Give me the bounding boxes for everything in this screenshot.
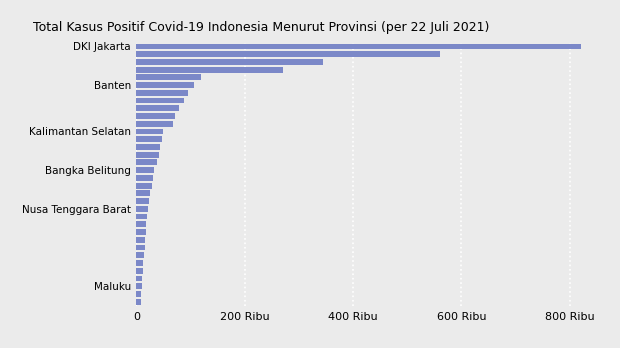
Bar — [136, 67, 283, 72]
Bar — [136, 198, 149, 204]
Bar — [136, 175, 153, 181]
Bar — [136, 283, 142, 289]
Bar — [136, 121, 173, 127]
Bar — [136, 152, 159, 158]
Bar — [136, 51, 440, 57]
Bar — [136, 229, 146, 235]
Text: Total Kasus Positif Covid-19 Indonesia Menurut Provinsi (per 22 Juli 2021): Total Kasus Positif Covid-19 Indonesia M… — [33, 21, 489, 34]
Bar — [136, 291, 141, 297]
Bar — [136, 276, 143, 281]
Bar — [136, 128, 164, 134]
Bar — [136, 260, 143, 266]
Bar — [136, 144, 160, 150]
Bar — [136, 105, 179, 111]
Bar — [136, 245, 144, 250]
Bar — [136, 90, 188, 96]
Bar — [136, 98, 184, 103]
Bar — [136, 59, 323, 65]
Bar — [136, 237, 145, 243]
Bar — [136, 190, 151, 196]
Bar — [136, 113, 175, 119]
Bar — [136, 183, 151, 189]
Bar — [136, 299, 141, 304]
Bar — [136, 74, 202, 80]
Bar — [136, 268, 143, 274]
Bar — [136, 136, 162, 142]
Bar — [136, 206, 148, 212]
Bar — [136, 82, 194, 88]
Bar — [136, 44, 580, 49]
Bar — [136, 159, 157, 165]
Bar — [136, 221, 146, 227]
Bar — [136, 214, 147, 220]
Bar — [136, 252, 144, 258]
Bar — [136, 167, 154, 173]
